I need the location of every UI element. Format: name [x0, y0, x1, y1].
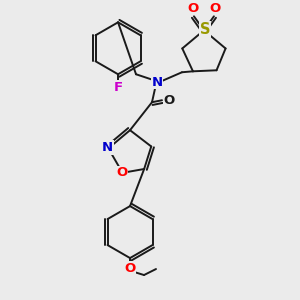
Text: O: O — [164, 94, 175, 107]
Text: O: O — [187, 2, 199, 15]
Text: N: N — [102, 141, 113, 154]
Text: S: S — [200, 22, 210, 37]
Text: O: O — [116, 166, 127, 179]
Text: F: F — [113, 81, 123, 94]
Text: O: O — [209, 2, 220, 15]
Text: N: N — [152, 76, 163, 89]
Text: O: O — [124, 262, 136, 275]
